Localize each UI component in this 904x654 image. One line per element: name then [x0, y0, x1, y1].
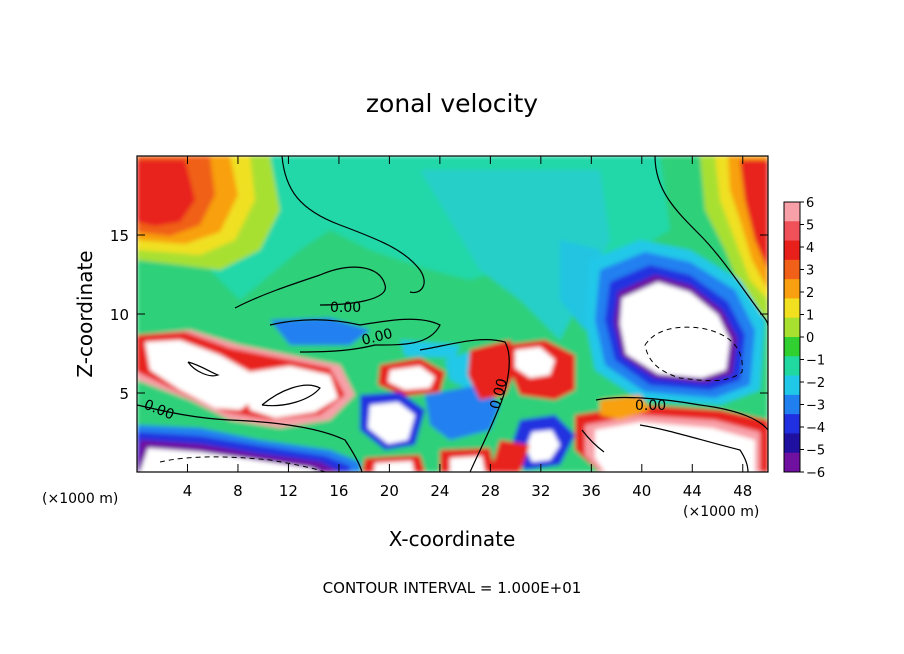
colorbar-swatch [784, 221, 800, 242]
colorbar-swatch [784, 202, 800, 222]
colorbar-label: −2 [806, 376, 825, 391]
x-tick-label: 12 [279, 482, 298, 500]
colorbar-label: 1 [806, 309, 814, 324]
colorbar-label: −6 [806, 466, 825, 481]
colorbar-label: 2 [806, 286, 814, 301]
colorbar-swatch [784, 414, 800, 434]
colorbar-swatch [784, 433, 800, 454]
colorbar-swatch [784, 317, 800, 338]
y-axis: 5 10 15 [110, 227, 768, 403]
colorbar-label: −1 [806, 354, 825, 369]
colorbar-swatch [784, 394, 800, 415]
colorbar-label: 6 [806, 196, 814, 211]
x-tick-label: 48 [733, 482, 752, 500]
x-tick-label: 16 [329, 482, 348, 500]
colorbar-label: 0 [806, 331, 814, 346]
y-axis-title: Z-coordinate [73, 250, 97, 377]
x-tick-label: 28 [481, 482, 500, 500]
colorbar-swatch [784, 375, 800, 396]
x-tick-label: 8 [233, 482, 243, 500]
x-tick-label: 20 [380, 482, 399, 500]
x-unit-note-left: (×1000 m) [42, 491, 118, 507]
y-tick-label: 5 [119, 385, 129, 403]
x-tick-label: 40 [632, 482, 651, 500]
colorbar-label: −4 [806, 421, 825, 436]
colorbar-swatch [784, 240, 800, 261]
x-axis-title: X-coordinate [389, 527, 516, 551]
colorbar-swatch [784, 259, 800, 280]
colorbar-swatch [784, 452, 800, 473]
contour-label: 0.00 [487, 377, 511, 411]
contour-label: 0.00 [360, 326, 394, 349]
colorbar: 6 5 4 3 2 1 0 −1 −2 −3 −4 −5 −6 [783, 196, 825, 481]
colorbar-label: 5 [806, 219, 814, 234]
plot-field: 0.00 0.00 0.00 0.00 0.00 [137, 156, 768, 472]
contour-label: 0.00 [330, 300, 361, 316]
x-tick-label: 32 [531, 482, 550, 500]
colorbar-swatch [784, 356, 800, 377]
colorbar-swatch [784, 298, 800, 319]
colorbar-label: 3 [806, 264, 814, 279]
x-unit-note-right: (×1000 m) [683, 504, 759, 520]
x-tick-label: 4 [183, 482, 193, 500]
colorbar-label: −3 [806, 399, 825, 414]
colorbar-swatch [784, 279, 800, 299]
contour-interval-note: CONTOUR INTERVAL = 1.000E+01 [323, 579, 582, 597]
contour-label: 0.00 [635, 398, 666, 414]
x-tick-label: 36 [582, 482, 601, 500]
colorbar-label: −5 [806, 444, 825, 459]
y-tick-label: 10 [110, 306, 129, 324]
chart-title: zonal velocity [366, 89, 538, 118]
y-tick-label: 15 [110, 227, 129, 245]
x-axis: 4 8 12 16 20 24 28 32 36 40 44 48 [183, 156, 752, 500]
x-tick-label: 24 [430, 482, 449, 500]
colorbar-swatch [784, 337, 800, 357]
colorbar-label: 4 [806, 241, 814, 256]
x-tick-label: 44 [683, 482, 702, 500]
